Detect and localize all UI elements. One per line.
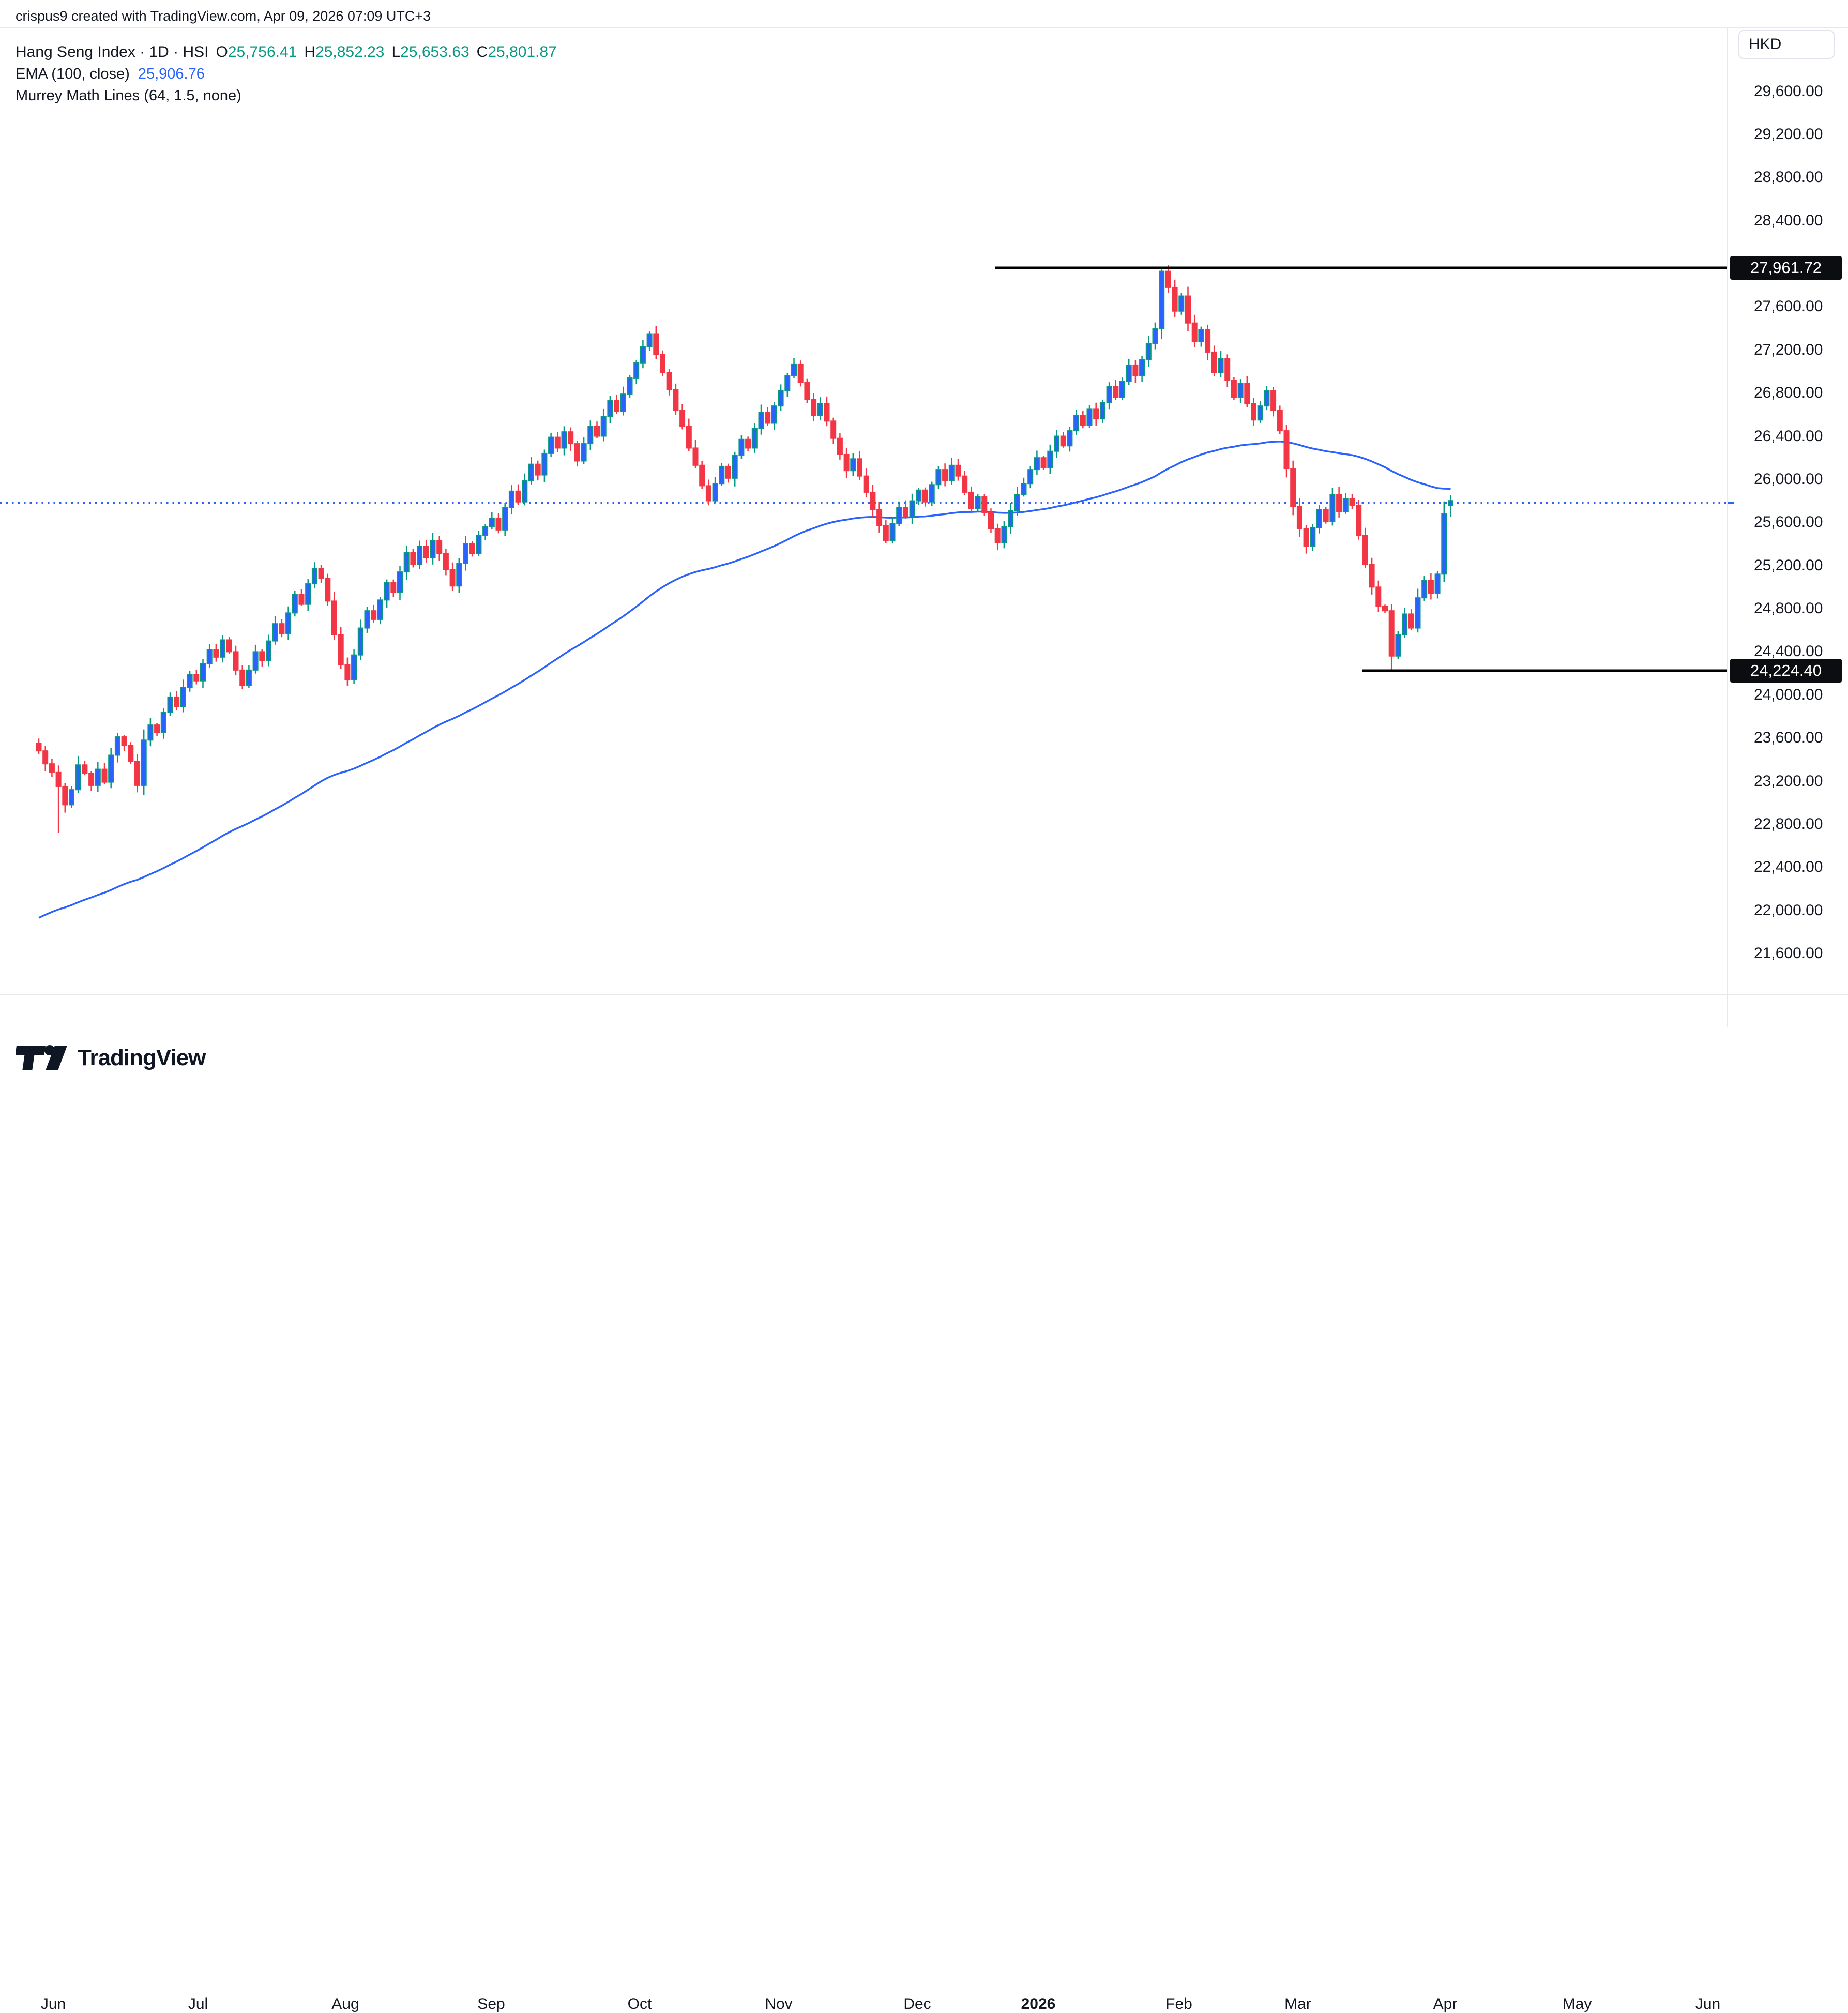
price-axis-label: 28,800.00 [1754, 169, 1823, 186]
murrey-legend-row[interactable]: Murrey Math Lines (64, 1.5, none) [16, 85, 557, 107]
ema-label: EMA (100, close) [16, 66, 130, 82]
price-axis-label: 22,800.00 [1754, 815, 1823, 833]
tradingview-logo[interactable]: TradingView [16, 1045, 206, 1071]
time-axis[interactable]: Jun Jul Aug Sep Oct Nov Dec 2026 Feb Mar Apr May Jun [0, 994, 1848, 2012]
symbol-legend-row[interactable]: Hang Seng Index · 1D · HSI O25,756.41 H25,… [16, 41, 557, 63]
murrey-label: Murrey Math Lines (64, 1.5, none) [16, 87, 241, 104]
close-value: 25,801.87 [488, 43, 557, 60]
tradingview-logo-text: TradingView [78, 1045, 206, 1070]
open-label: O [216, 43, 228, 60]
price-axis-label: 26,800.00 [1754, 384, 1823, 402]
price-axis-label: 23,200.00 [1754, 772, 1823, 790]
price-axis-label: 29,600.00 [1754, 82, 1823, 100]
currency-button[interactable]: HKD [1738, 30, 1835, 59]
time-axis-label: May [1562, 1995, 1592, 2012]
price-axis-label: 25,200.00 [1754, 556, 1823, 574]
price-axis-label: 26,000.00 [1754, 470, 1823, 488]
chart-legend: Hang Seng Index · 1D · HSI O25,756.41 H25,… [16, 41, 557, 107]
time-axis-label: Aug [331, 1995, 359, 2012]
open-value: 25,756.41 [228, 43, 297, 60]
price-axis-label: 22,000.00 [1754, 901, 1823, 919]
price-line-tag: 27,961.72 [1730, 256, 1842, 280]
time-axis-label: Jul [188, 1995, 208, 2012]
time-axis-label: Feb [1165, 1995, 1192, 2012]
low-label: L [391, 43, 401, 60]
close-label: C [476, 43, 488, 60]
price-axis-label: 22,400.00 [1754, 858, 1823, 876]
time-axis-label: Mar [1284, 1995, 1311, 2012]
low-value: 25,653.63 [400, 43, 469, 60]
attribution-text: crispus9 created with TradingView.com, A… [16, 8, 431, 24]
time-axis-top-separator [0, 994, 1848, 995]
price-axis-label: 24,000.00 [1754, 686, 1823, 703]
price-axis-label: 27,600.00 [1754, 298, 1823, 315]
time-axis-label: 2026 [1021, 1995, 1056, 2012]
ema-legend-row[interactable]: EMA (100, close) 25,906.76 [16, 63, 557, 85]
price-axis-label: 28,400.00 [1754, 211, 1823, 229]
price-axis-label: 27,200.00 [1754, 341, 1823, 358]
time-axis-label: Jun [1695, 1995, 1721, 2012]
ema-value: 25,906.76 [138, 66, 205, 82]
price-axis-label: 29,200.00 [1754, 125, 1823, 143]
price-axis-label: 21,600.00 [1754, 945, 1823, 962]
price-axis-label: 25,600.00 [1754, 513, 1823, 531]
price-axis-label: 24,400.00 [1754, 643, 1823, 660]
price-axis-label: 24,800.00 [1754, 600, 1823, 617]
time-axis-label: Dec [903, 1995, 931, 2012]
time-axis-label: Oct [627, 1995, 652, 2012]
price-axis-label: 26,400.00 [1754, 427, 1823, 445]
price-line-tag: 24,224.40 [1730, 659, 1842, 683]
header-separator [0, 27, 1848, 28]
price-axis[interactable]: HKD [1727, 27, 1848, 994]
high-value: 25,852.23 [315, 43, 385, 60]
high-label: H [304, 43, 316, 60]
symbol-title: Hang Seng Index · 1D · HSI [16, 43, 209, 60]
footer: TradingView [0, 1027, 1848, 1089]
time-axis-label: Nov [765, 1995, 793, 2012]
price-chart-canvas[interactable] [0, 0, 1848, 994]
price-axis-separator [1727, 27, 1728, 1027]
time-axis-label: Jun [40, 1995, 66, 2012]
time-axis-label: Apr [1433, 1995, 1458, 2012]
tradingview-logo-icon [16, 1045, 67, 1070]
price-axis-label: 23,600.00 [1754, 729, 1823, 747]
time-axis-label: Sep [477, 1995, 505, 2012]
